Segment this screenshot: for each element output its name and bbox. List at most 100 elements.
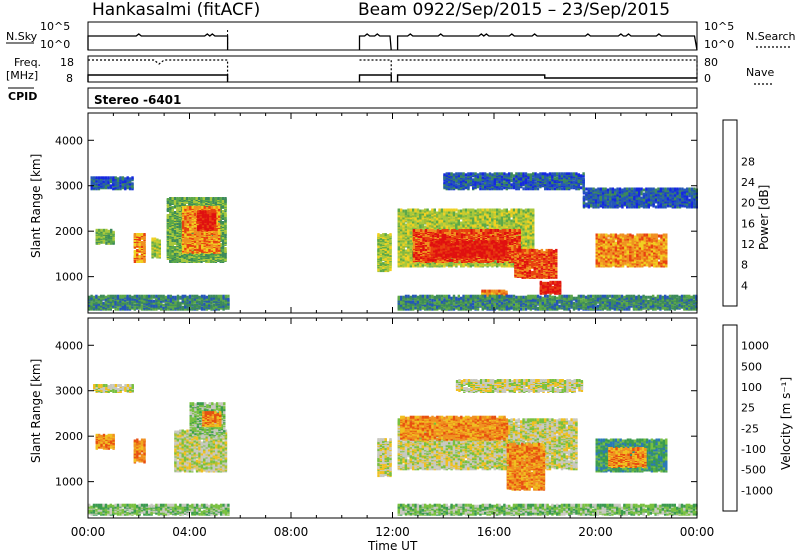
heatmap-cell — [184, 221, 187, 225]
heatmap-cell — [174, 295, 177, 299]
heatmap-cell — [173, 246, 177, 249]
heatmap-cell — [215, 244, 218, 248]
heatmap-cell — [121, 176, 125, 180]
heatmap-cell — [102, 234, 106, 238]
heatmap-cell — [171, 197, 174, 200]
heatmap-cell — [462, 208, 465, 212]
heatmap-cell — [205, 197, 208, 200]
heatmap-cell — [176, 236, 179, 239]
heatmap-cell — [166, 243, 170, 246]
heatmap-cell — [217, 294, 220, 298]
heatmap-cell — [133, 233, 137, 236]
heatmap-cell — [169, 199, 172, 202]
heatmap-cell — [169, 197, 172, 200]
heatmap-cell — [100, 228, 103, 232]
heatmap-cell — [126, 301, 129, 305]
heatmap-cell — [110, 239, 113, 243]
heatmap-cell — [198, 230, 202, 234]
power-heatmap — [88, 172, 698, 311]
heatmap-cell — [178, 253, 182, 256]
heatmap-cell — [173, 226, 177, 229]
heatmap-cell — [407, 214, 410, 218]
heatmap-cell — [100, 232, 103, 236]
heatmap-cell — [131, 295, 134, 299]
heatmap-cell — [193, 303, 196, 307]
heatmap-cell — [214, 197, 218, 200]
heatmap-cell — [178, 258, 182, 261]
heatmap-cell — [224, 294, 228, 298]
heatmap-cell — [426, 208, 429, 212]
heatmap-cell — [452, 208, 456, 212]
cpid-label: CPID — [8, 90, 37, 103]
heatmap-cell — [112, 239, 115, 243]
heatmap-cell — [95, 237, 98, 241]
heatmap-cell — [136, 258, 139, 261]
heatmap-cell — [169, 254, 172, 257]
heatmap-cell — [206, 225, 210, 229]
heatmap-cell — [173, 235, 177, 238]
heatmap-cell — [92, 295, 96, 299]
heatmap-cell — [445, 211, 448, 215]
heatmap-cell — [407, 241, 410, 245]
heatmap-cell — [389, 233, 392, 237]
nsearch-bottom-tick: 10^0 — [704, 38, 734, 51]
heatmap-cell — [189, 243, 192, 247]
heatmap-cell — [224, 212, 227, 215]
heatmap-cell — [407, 220, 410, 224]
heatmap-cell — [203, 236, 206, 240]
heatmap-cell — [107, 176, 110, 180]
heatmap-cell — [100, 239, 103, 243]
heatmap-cell — [164, 295, 168, 299]
heatmap-cell — [173, 229, 177, 232]
heatmap-cell — [92, 176, 96, 180]
heatmap-cell — [92, 184, 96, 188]
heatmap-cell — [128, 294, 132, 298]
heatmap-cell — [217, 228, 221, 232]
heatmap-cell — [104, 178, 108, 182]
heatmap-cell — [205, 254, 208, 257]
heatmap-cell — [200, 306, 204, 310]
heatmap-cell — [412, 208, 415, 212]
heatmap-cell — [169, 226, 172, 229]
heatmap-cell — [151, 240, 154, 244]
heatmap-cell — [377, 233, 380, 237]
heatmap-cell — [436, 211, 439, 215]
heatmap-cell — [178, 249, 182, 252]
heatmap-cell — [186, 205, 190, 209]
freq-top-tick: 18 — [60, 56, 74, 69]
heatmap-cell — [138, 233, 141, 236]
heatmap-cell — [97, 183, 101, 187]
heatmap-cell — [173, 218, 177, 221]
heatmap-cell — [90, 176, 93, 180]
heatmap-cell — [419, 209, 422, 213]
heatmap-cell — [445, 208, 448, 212]
heatmap-cell — [166, 198, 170, 201]
heatmap-cell — [119, 294, 122, 298]
heatmap-cell — [195, 197, 198, 200]
heatmap-cell — [160, 294, 163, 298]
heatmap-cell — [198, 295, 201, 299]
heatmap-cell — [143, 242, 146, 245]
heatmap-cell — [200, 294, 204, 298]
heatmap-cell — [110, 231, 113, 235]
nsky-top-tick: 10^5 — [40, 20, 70, 33]
heatmap-cell — [102, 301, 105, 305]
heatmap-cell — [112, 237, 115, 241]
heatmap-cell — [138, 245, 141, 248]
heatmap-cell — [491, 208, 494, 212]
nave-line — [396, 74, 697, 82]
heatmap-cell — [178, 197, 182, 200]
heatmap-cell — [213, 205, 216, 209]
heatmap-cell — [158, 239, 161, 243]
heatmap-cell — [109, 178, 113, 182]
heatmap-cell — [179, 295, 182, 299]
heatmap-cell — [438, 208, 441, 212]
heatmap-cell — [143, 233, 146, 236]
heatmap-cell — [119, 181, 122, 185]
heatmap-cell — [136, 294, 139, 298]
heatmap-cell — [382, 262, 385, 266]
heatmap-cell — [217, 205, 221, 209]
heatmap-cell — [440, 208, 444, 212]
freq-label: Freq. — [14, 56, 41, 69]
heatmap-cell — [166, 228, 170, 231]
